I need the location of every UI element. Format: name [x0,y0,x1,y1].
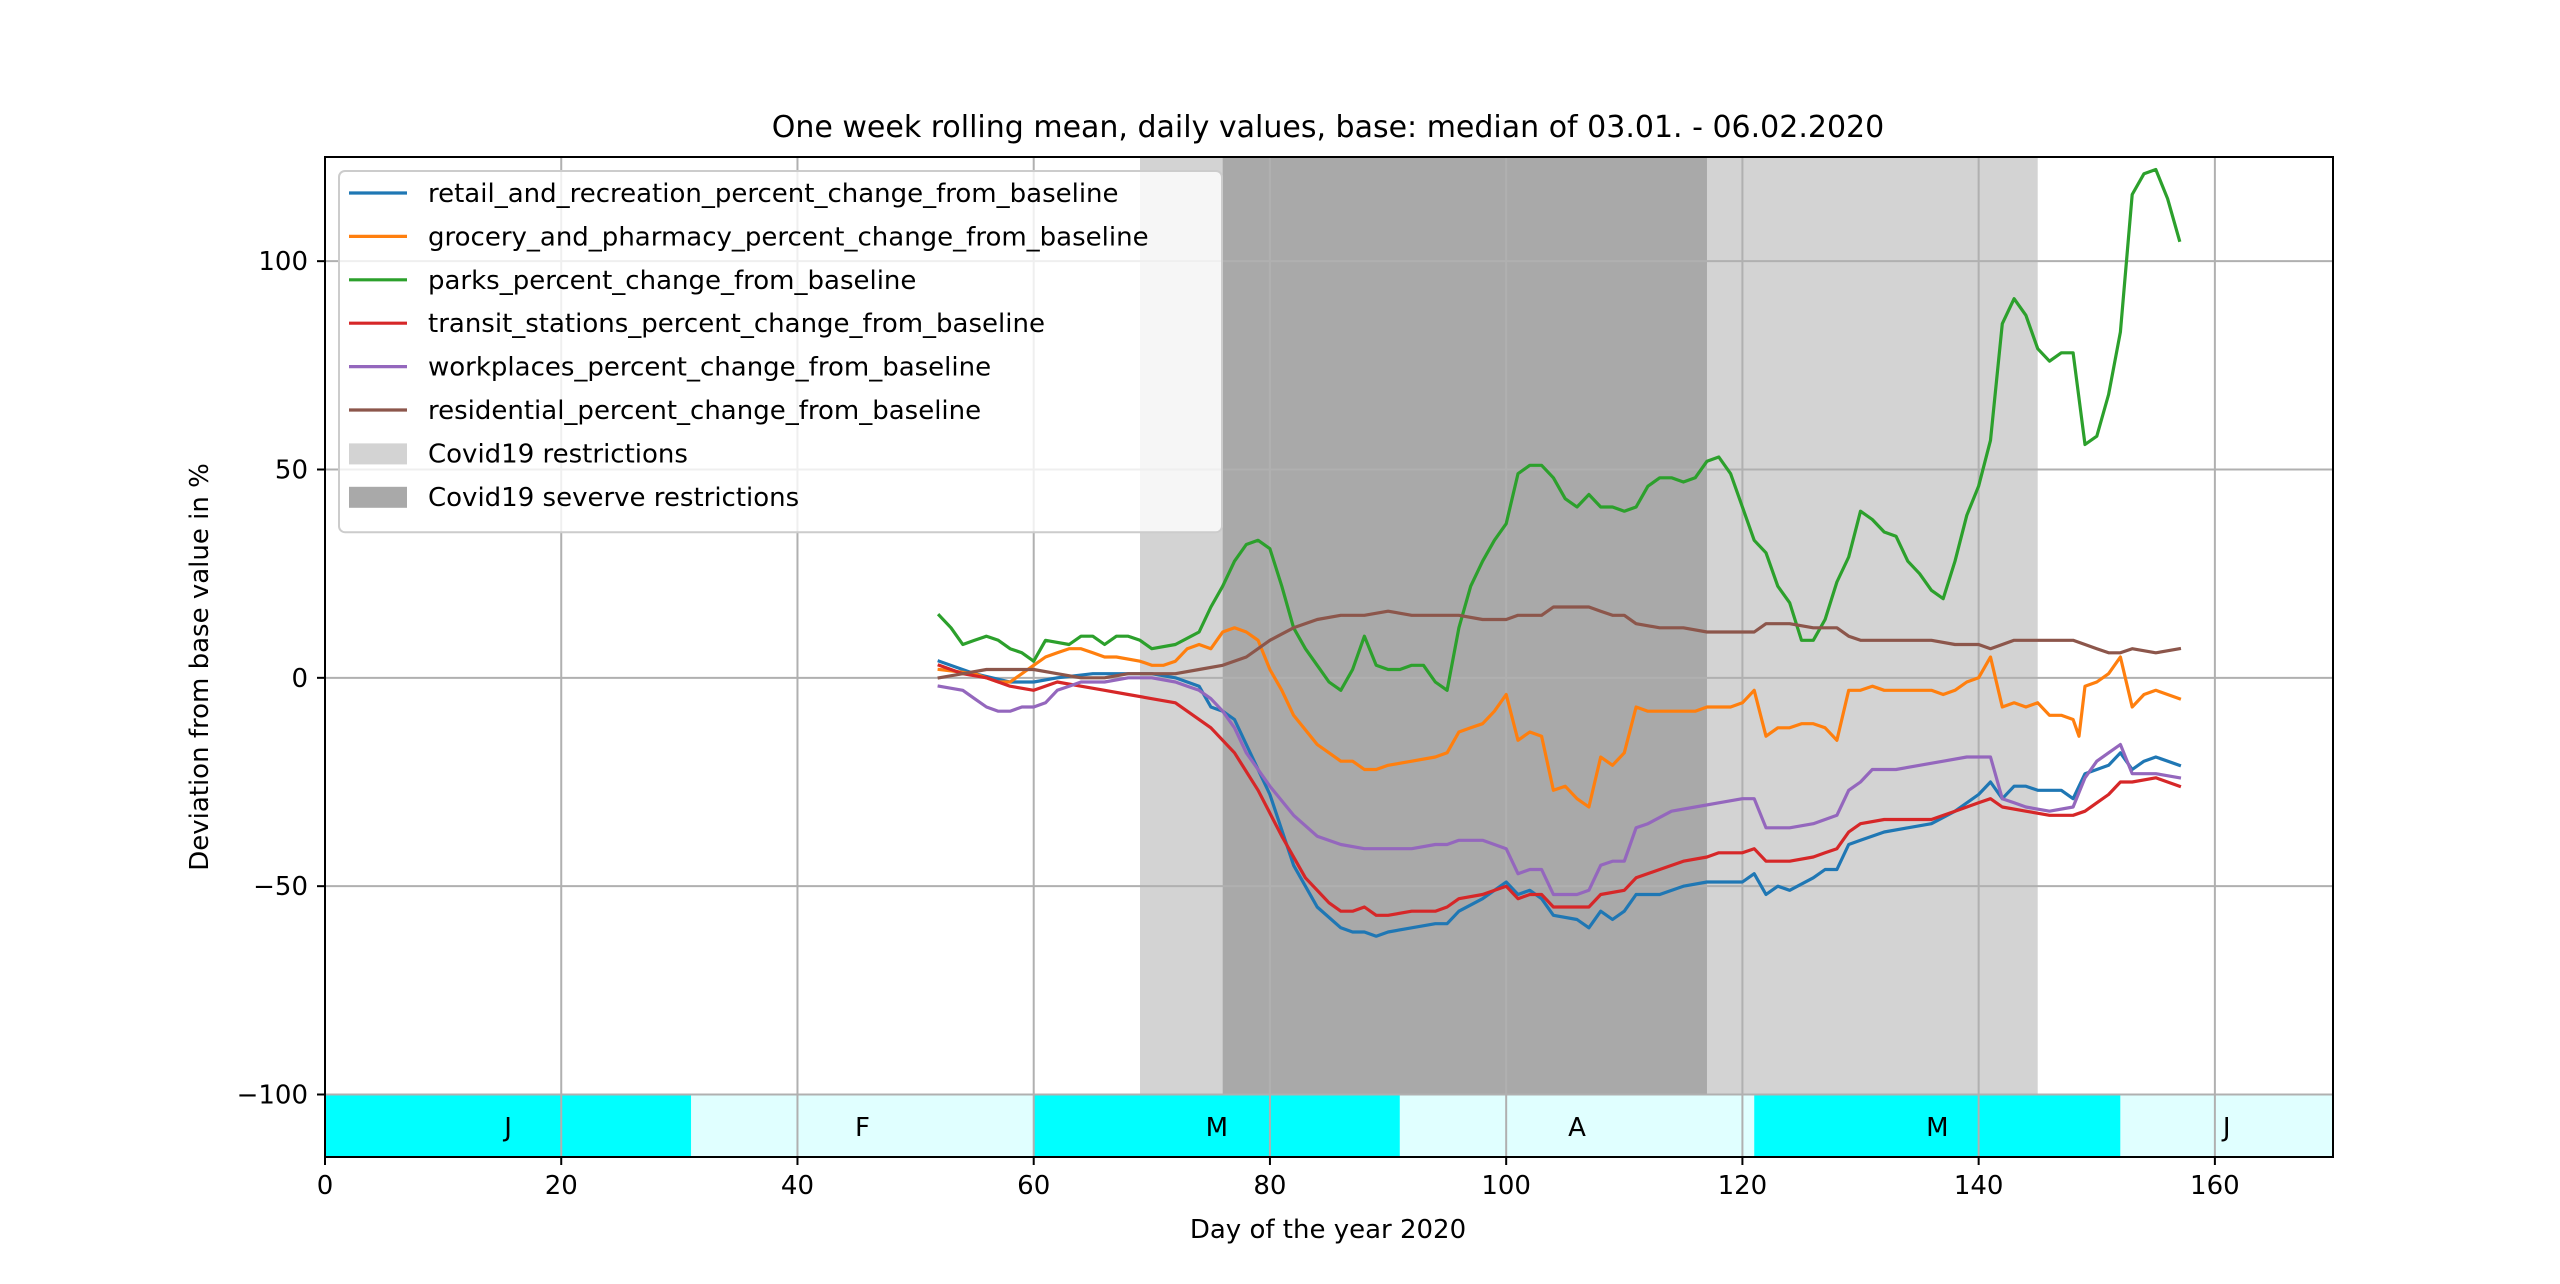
x-tick-label-0: 0 [317,1171,334,1201]
month-label-3: A [1568,1113,1586,1143]
month-band-4 [1754,1094,2121,1157]
series-line-2 [936,167,2182,692]
legend-swatch-7 [349,486,407,508]
y-tick-label-3: 50 [275,456,308,486]
series-line-3 [937,663,2182,917]
month-label-4: M [1926,1113,1948,1143]
x-tick-label-1: 20 [545,1171,578,1201]
series-layer [936,167,2182,938]
x-tick-label-7: 140 [1954,1171,2004,1201]
chart-title: One week rolling mean, daily values, bas… [772,110,1884,145]
axes-layer: 0 20 40 60 80 100 120 140 160 −100 −50 0 50 100 [237,156,2334,1201]
month-band-1 [691,1094,1034,1157]
y-tick-label-1: −50 [253,872,308,902]
x-tick-label-2: 40 [781,1171,814,1201]
month-label-0: J [502,1113,512,1143]
x-axis-label: Day of the year 2020 [1190,1215,1466,1245]
month-label-5: J [2221,1113,2231,1143]
legend-label-3: transit_stations_percent_change_from_bas… [428,309,1045,339]
legend-label-6: Covid19 restrictions [428,439,688,469]
y-tick-label-4: 100 [258,247,308,277]
legend-box [338,170,1223,534]
legend-label-4: workplaces_percent_change_from_baseline [428,353,991,383]
series-line-0 [937,659,2182,938]
legend-label-2: parks_percent_change_from_baseline [428,266,916,296]
month-label-1: F [855,1113,870,1143]
legend-label-1: grocery_and_pharmacy_percent_change_from… [428,222,1149,252]
x-tick-label-8: 160 [2190,1171,2240,1201]
month-band-0 [325,1094,692,1157]
x-tick-label-4: 80 [1253,1171,1286,1201]
y-tick-label-2: 0 [291,664,308,694]
month-band-2 [1033,1094,1400,1157]
month-band-5 [2120,1094,2333,1157]
legend-label-0: retail_and_recreation_percent_change_fro… [428,179,1119,209]
legend-swatch-6 [349,443,407,465]
x-tick-label-5: 100 [1481,1171,1531,1201]
y-tick-label-0: −100 [237,1081,308,1111]
series-line-5 [937,605,2182,680]
x-tick-label-6: 120 [1718,1171,1768,1201]
plot-frame [324,156,2334,1158]
series-line-1 [937,626,2182,809]
legend: retail_and_recreation_percent_change_fro… [338,170,1223,534]
x-tick-label-3: 60 [1017,1171,1050,1201]
series-line-4 [937,676,2182,897]
month-label-2: M [1206,1113,1228,1143]
month-band-3 [1399,1094,1755,1157]
y-axis-label: Deviation from base value in % [185,463,215,871]
legend-label-5: residential_percent_change_from_baseline [428,396,981,426]
legend-label-7: Covid19 severve restrictions [428,483,799,513]
